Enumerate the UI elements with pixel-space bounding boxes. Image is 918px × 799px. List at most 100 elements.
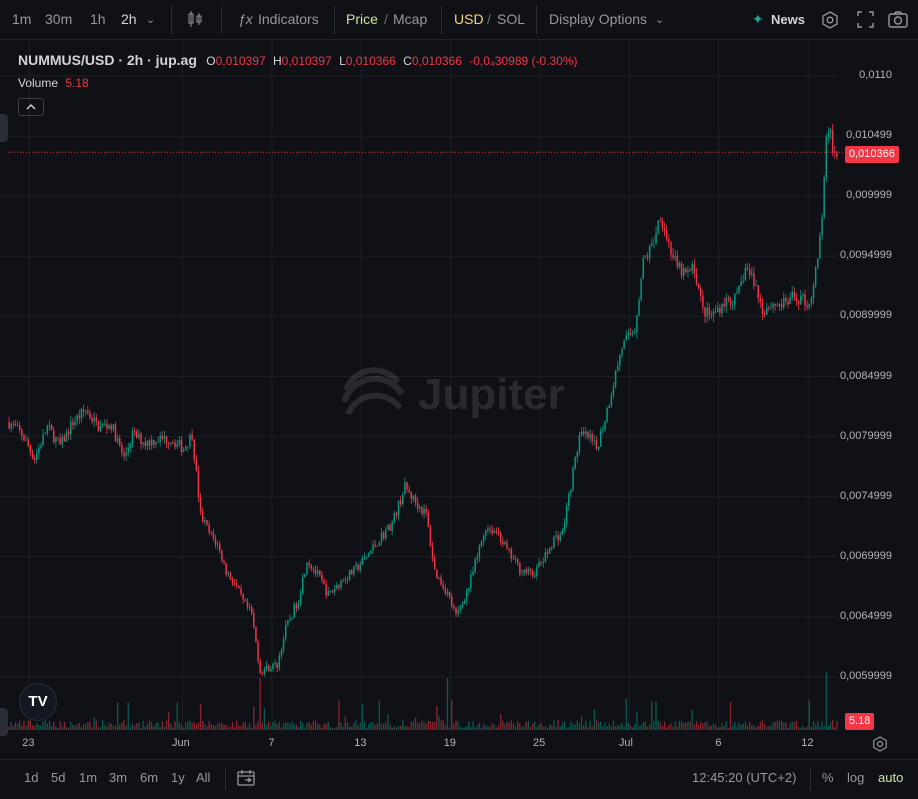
candle-body bbox=[123, 452, 125, 456]
log-toggle[interactable]: log bbox=[847, 770, 865, 785]
volume-bar bbox=[793, 722, 796, 730]
volume-bar bbox=[670, 723, 672, 730]
candle-body bbox=[210, 531, 212, 533]
volume-bar bbox=[229, 726, 232, 730]
volume-bar bbox=[146, 723, 149, 730]
volume-bar bbox=[697, 724, 700, 730]
candle-body bbox=[346, 579, 349, 581]
candle-body bbox=[140, 433, 142, 445]
sol-toggle[interactable]: SOL bbox=[497, 11, 526, 27]
candle-body bbox=[706, 307, 708, 317]
settings-icon[interactable] bbox=[821, 11, 839, 32]
volume-bar bbox=[753, 725, 755, 730]
range-1y[interactable]: 1y bbox=[171, 770, 185, 785]
range-3m[interactable]: 3m bbox=[109, 770, 128, 785]
news-button[interactable]: News bbox=[771, 12, 805, 27]
clock-time[interactable]: 12:45:20 (UTC+2) bbox=[692, 770, 797, 785]
range-1d[interactable]: 1d bbox=[24, 770, 39, 785]
volume-bar bbox=[231, 721, 234, 730]
interval-30m[interactable]: 30m bbox=[45, 11, 73, 27]
candle-body bbox=[412, 495, 415, 499]
volume-bar bbox=[832, 720, 834, 730]
volume-bar bbox=[397, 726, 400, 730]
interval-1m[interactable]: 1m bbox=[12, 11, 32, 27]
candle-body bbox=[623, 340, 625, 349]
price-tick-label: 0,0064999 bbox=[840, 609, 892, 622]
range-5d[interactable]: 5d bbox=[51, 770, 66, 785]
range-all[interactable]: All bbox=[196, 770, 211, 785]
indicators-button[interactable]: Indicators bbox=[258, 11, 319, 27]
candle-body bbox=[365, 556, 368, 558]
volume-bar bbox=[46, 723, 49, 730]
candle-body bbox=[793, 291, 796, 298]
candle-body bbox=[225, 563, 227, 575]
range-1m[interactable]: 1m bbox=[79, 770, 98, 785]
candle-body bbox=[727, 298, 730, 300]
candle-body bbox=[233, 583, 236, 584]
candle-body bbox=[748, 269, 751, 275]
collapse-legend-button[interactable] bbox=[18, 98, 44, 116]
volume-bar bbox=[155, 722, 157, 730]
volume-bar bbox=[617, 724, 619, 730]
tradingview-logo[interactable]: TV bbox=[20, 684, 56, 720]
candle-body bbox=[561, 530, 564, 535]
candle-body bbox=[46, 425, 49, 434]
time-tick-label: 7 bbox=[268, 737, 275, 749]
volume-bar bbox=[606, 726, 608, 730]
fullscreen-icon[interactable] bbox=[857, 11, 874, 31]
volume-bar bbox=[285, 722, 287, 730]
candle-body bbox=[174, 442, 176, 447]
candle-body bbox=[116, 438, 119, 442]
mcap-toggle[interactable]: Mcap bbox=[393, 11, 428, 27]
display-options-button[interactable]: Display Options bbox=[549, 11, 648, 27]
chevron-down-icon[interactable]: ⌄ bbox=[146, 14, 156, 26]
volume-tag: 5.18 bbox=[845, 713, 875, 730]
calendar-range-icon[interactable] bbox=[237, 769, 255, 789]
volume-bar bbox=[255, 724, 257, 730]
candle-body bbox=[742, 280, 745, 282]
time-tick-label: Jul bbox=[618, 737, 633, 749]
candle-body bbox=[438, 577, 440, 578]
volume-bar bbox=[621, 722, 623, 730]
candle-body bbox=[380, 532, 383, 542]
interval-1h[interactable]: 1h bbox=[90, 11, 106, 27]
price-toggle[interactable]: Price bbox=[346, 11, 378, 27]
volume-bar bbox=[106, 726, 108, 730]
toolbar-separator bbox=[221, 6, 222, 34]
volume-bar bbox=[85, 723, 87, 730]
close-label: C bbox=[403, 54, 412, 68]
volume-bar bbox=[63, 721, 66, 730]
candle-style-icon[interactable] bbox=[188, 11, 202, 30]
candle-body bbox=[27, 439, 29, 447]
volume-bar bbox=[487, 725, 489, 730]
volume-bar bbox=[504, 724, 506, 730]
volume-bar bbox=[61, 725, 63, 730]
candle-body bbox=[778, 303, 781, 306]
candle-body bbox=[106, 423, 108, 429]
candle-body bbox=[261, 672, 264, 674]
usd-toggle[interactable]: USD bbox=[454, 11, 484, 27]
auto-toggle[interactable]: auto bbox=[878, 770, 904, 785]
candle-body bbox=[344, 579, 347, 581]
price-chart[interactable] bbox=[0, 40, 918, 759]
volume-bar bbox=[551, 725, 553, 730]
scroll-handle[interactable] bbox=[0, 708, 8, 736]
range-6m[interactable]: 6m bbox=[140, 770, 159, 785]
camera-icon[interactable] bbox=[888, 11, 908, 31]
interval-2h[interactable]: 2h bbox=[121, 11, 137, 27]
volume-bar bbox=[642, 721, 644, 730]
volume-bar bbox=[636, 711, 638, 730]
volume-bar bbox=[517, 721, 519, 730]
low-label: L bbox=[339, 54, 346, 68]
candle-body bbox=[406, 482, 408, 490]
percent-toggle[interactable]: % bbox=[822, 770, 834, 785]
side-panel-handle[interactable] bbox=[0, 114, 8, 142]
axis-settings-icon[interactable] bbox=[872, 736, 888, 757]
candle-body bbox=[531, 570, 534, 576]
volume-bar bbox=[810, 726, 813, 730]
volume-bar bbox=[338, 700, 340, 730]
candle-body bbox=[731, 304, 734, 306]
candle-body bbox=[80, 409, 83, 419]
volume-bar bbox=[802, 725, 804, 730]
volume-bar bbox=[817, 720, 819, 730]
